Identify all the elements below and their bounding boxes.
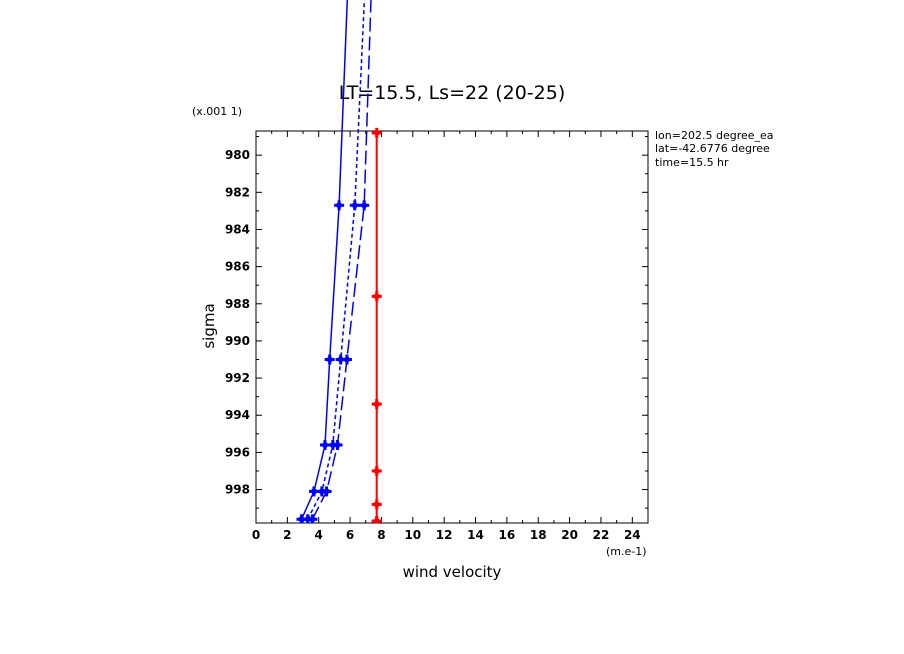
data-point-marker [321, 486, 332, 497]
marker-dot [326, 356, 333, 363]
info-lon: lon=202.5 degree_ea [655, 129, 774, 142]
info-lat: lat=-42.6776 degree [655, 142, 770, 155]
marker-dot [373, 293, 380, 300]
data-point-marker [324, 354, 335, 365]
x-unit-label: (m.e-1) [606, 545, 647, 558]
y-unit-label: (x.001 1) [192, 105, 242, 118]
marker-dot [343, 356, 350, 363]
y-tick-label: 980 [225, 148, 250, 162]
y-tick-label: 992 [225, 371, 250, 385]
series-line-2 [307, 0, 366, 520]
y-tick-label: 994 [225, 408, 250, 422]
data-point-marker [371, 465, 382, 476]
marker-dot [351, 202, 358, 209]
marker-dot [373, 518, 380, 523]
marker-dot [373, 401, 380, 408]
data-point-marker [371, 291, 382, 302]
marker-dot [309, 516, 316, 523]
x-tick-label: 18 [530, 528, 547, 542]
series-line-3 [311, 0, 372, 520]
data-series [296, 0, 382, 523]
info-time: time=15.5 hr [655, 156, 729, 169]
data-point-marker [341, 354, 352, 365]
axis-ticks: 0 2 4 6 8 10 12 14 16 18 20 22 249809829849869889909… [225, 131, 649, 542]
y-tick-label: 988 [225, 297, 250, 311]
data-point-marker [371, 127, 382, 138]
series-line-1 [300, 0, 349, 520]
y-axis-label: sigma [200, 303, 218, 348]
data-point-marker [332, 439, 343, 450]
data-point-marker [371, 499, 382, 510]
plot-frame [255, 130, 649, 524]
y-tick-label: 986 [225, 260, 250, 274]
x-tick-label: 6 [346, 528, 354, 542]
y-tick-label: 982 [225, 185, 250, 199]
x-tick-label: 16 [499, 528, 516, 542]
marker-dot [323, 488, 330, 495]
y-tick-label: 998 [225, 483, 250, 497]
marker-dot [373, 501, 380, 508]
x-tick-label: 8 [377, 528, 385, 542]
marker-dot [361, 202, 368, 209]
chart-title: LT=15.5, Ls=22 (20-25) [339, 82, 566, 104]
data-point-marker [371, 399, 382, 410]
x-tick-label: 10 [404, 528, 421, 542]
y-tick-label: 984 [225, 222, 250, 236]
marker-dot [311, 488, 318, 495]
y-tick-label: 990 [225, 334, 250, 348]
data-point-marker [334, 200, 345, 211]
x-tick-label: 24 [624, 528, 641, 542]
marker-dot [336, 202, 343, 209]
data-point-marker [307, 514, 318, 523]
x-tick-label: 22 [593, 528, 610, 542]
data-point-marker [349, 200, 360, 211]
x-tick-label: 20 [561, 528, 578, 542]
marker-dot [321, 441, 328, 448]
data-point-marker [359, 200, 370, 211]
x-tick-label: 12 [436, 528, 453, 542]
x-axis-label: wind velocity [403, 563, 502, 581]
marker-dot [373, 467, 380, 474]
x-tick-label: 2 [283, 528, 291, 542]
x-tick-label: 0 [252, 528, 260, 542]
data-point-marker [371, 516, 382, 523]
marker-dot [334, 441, 341, 448]
marker-dot [373, 129, 380, 136]
y-tick-label: 996 [225, 445, 250, 459]
x-tick-label: 14 [467, 528, 484, 542]
x-tick-label: 4 [315, 528, 323, 542]
